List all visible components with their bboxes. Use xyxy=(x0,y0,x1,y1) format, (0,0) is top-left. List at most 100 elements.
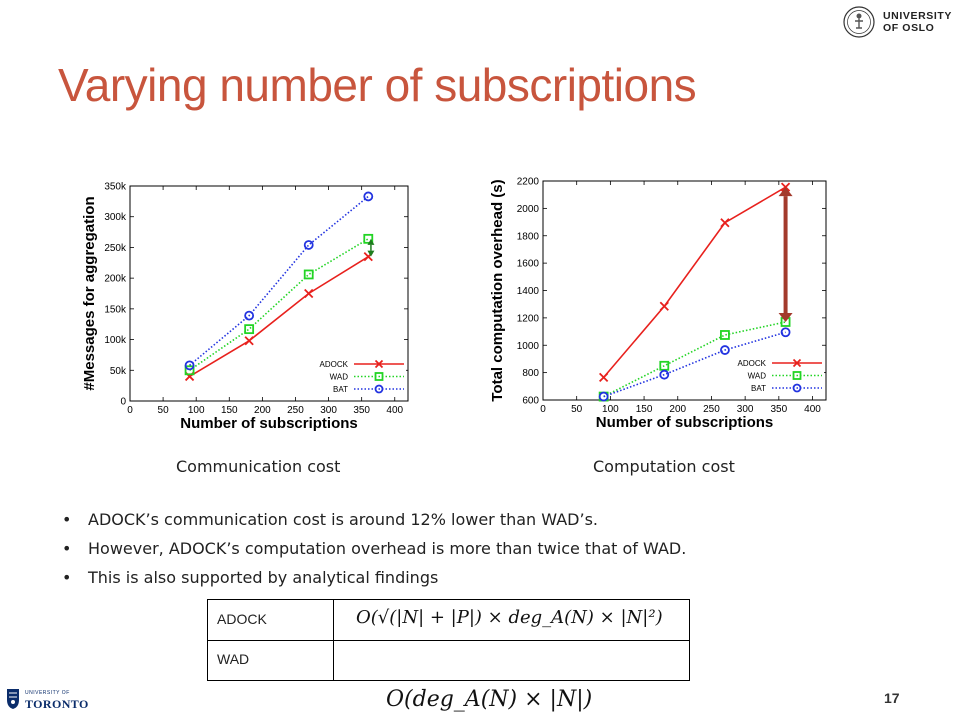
legend-label: BAT xyxy=(333,385,348,394)
x-tick-label: 400 xyxy=(804,404,821,415)
y-tick-label: 1000 xyxy=(517,341,540,352)
legend-label: ADOCK xyxy=(738,359,767,368)
series-wad-point xyxy=(244,324,255,335)
x-tick-label: 250 xyxy=(287,405,304,416)
series-wad-point xyxy=(303,269,314,280)
legend-marker-adock-stroke xyxy=(374,359,384,369)
complexity-row-wad: WAD O(deg_A(N) × |N|) xyxy=(208,640,689,712)
difference-arrow-head xyxy=(778,312,793,322)
y-tick-label: 0 xyxy=(120,397,126,408)
series-bat-point xyxy=(363,191,374,202)
difference-arrow-head xyxy=(367,238,375,245)
series-wad-line xyxy=(603,321,786,398)
x-axis-label: Number of subscriptions xyxy=(596,414,774,431)
x-tick-label: 200 xyxy=(254,405,271,416)
legend-marker-bat xyxy=(374,384,384,394)
wad-complexity-formula: O(deg_A(N) × |N|) xyxy=(386,687,593,712)
toronto-logo-small-text: UNIVERSITY OF xyxy=(25,690,70,696)
y-tick-label: 2200 xyxy=(517,177,540,188)
toronto-crest-icon xyxy=(7,689,19,709)
findings-list: ADOCK’s communication cost is around 12%… xyxy=(62,505,686,592)
x-tick-label: 50 xyxy=(571,404,583,415)
bullet-item: ADOCK’s communication cost is around 12%… xyxy=(62,505,686,534)
legend-label: WAD xyxy=(748,372,767,381)
legend-label: ADOCK xyxy=(320,360,349,369)
y-tick-label: 1200 xyxy=(517,313,540,324)
series-bat-point xyxy=(184,360,195,371)
slide-title: Varying number of subscriptions xyxy=(58,59,697,111)
bullet-item: However, ADOCK’s computation overhead is… xyxy=(62,534,686,563)
oslo-logo-line2: OF OSLO xyxy=(883,22,935,34)
page-number: 17 xyxy=(884,690,900,706)
series-adock-point-stroke xyxy=(780,182,791,192)
oslo-logo-line1: UNIVERSITY xyxy=(883,10,953,22)
oslo-logo-text: UNIVERSITY OF OSLO xyxy=(883,10,952,34)
series-adock-point xyxy=(304,288,314,299)
series-wad-point xyxy=(720,330,730,340)
toronto-logo-big-text: TORONTO xyxy=(25,697,89,711)
y-axis-label: #Messages for aggregation xyxy=(81,196,98,390)
series-adock-point xyxy=(244,336,254,346)
series-adock-point-stroke xyxy=(304,288,314,299)
communication-cost-caption: Communication cost xyxy=(176,457,341,476)
series-bat-point xyxy=(598,391,609,402)
series-adock-point xyxy=(720,218,730,228)
series-wad-line xyxy=(189,238,369,371)
university-of-oslo-logo: UNIVERSITY OF OSLO xyxy=(843,6,953,42)
computation-cost-caption: Computation cost xyxy=(593,457,735,476)
x-tick-label: 0 xyxy=(540,404,546,415)
series-adock-point-stroke xyxy=(244,336,254,346)
university-of-toronto-logo: UNIVERSITY OF TORONTO xyxy=(6,686,89,716)
x-tick-label: 150 xyxy=(221,405,238,416)
series-bat-point xyxy=(303,240,314,250)
legend-label: BAT xyxy=(751,384,766,393)
series-wad-point xyxy=(184,365,195,376)
complexity-table: ADOCK O(√(|N| + |P|) × deg_A(N) × |N|²) … xyxy=(207,599,690,712)
y-tick-label: 150k xyxy=(104,304,127,315)
oslo-seal-icon xyxy=(843,6,875,38)
difference-arrow-head xyxy=(367,250,375,257)
series-adock-point-stroke xyxy=(720,218,730,228)
series-adock-point-stroke xyxy=(659,301,669,311)
y-tick-label: 100k xyxy=(104,335,127,346)
x-tick-label: 100 xyxy=(188,405,205,416)
y-tick-label: 1800 xyxy=(517,231,540,242)
y-tick-label: 2000 xyxy=(517,204,540,215)
x-tick-label: 300 xyxy=(320,405,337,416)
x-tick-label: 350 xyxy=(353,405,370,416)
table-column-divider xyxy=(333,600,334,680)
x-tick-label: 200 xyxy=(669,404,686,415)
y-tick-label: 1600 xyxy=(517,259,540,270)
y-tick-label: 200k xyxy=(104,274,127,285)
complexity-label: ADOCK xyxy=(217,611,267,627)
y-tick-label: 600 xyxy=(522,396,539,407)
x-tick-label: 0 xyxy=(127,405,133,416)
complexity-row-adock: ADOCK O(√(|N| + |P|) × deg_A(N) × |N|²) xyxy=(208,600,689,641)
x-tick-label: 50 xyxy=(158,405,170,416)
y-tick-label: 50k xyxy=(110,366,127,377)
bullet-item: This is also supported by analytical fin… xyxy=(62,563,686,592)
y-tick-label: 1400 xyxy=(517,286,540,297)
legend-marker-wad xyxy=(792,371,802,380)
series-adock-line xyxy=(189,255,369,378)
x-tick-label: 100 xyxy=(602,404,619,415)
adock-complexity-formula: O(√(|N| + |P|) × deg_A(N) × |N|²) xyxy=(356,607,663,628)
x-tick-label: 300 xyxy=(737,404,754,415)
y-tick-label: 350k xyxy=(104,182,127,193)
communication-cost-chart: 0 50 100 150 200 250 300 350 400 0 50k 100k 150k 200k… xyxy=(81,182,409,432)
series-adock-point xyxy=(780,182,791,192)
x-axis-label: Number of subscriptions xyxy=(180,415,358,432)
series-adock-line xyxy=(603,186,786,378)
series-bat-line xyxy=(603,331,786,398)
computation-cost-chart: 0 50 100 150 200 250 300 350 400 600 800 1000 1200 14… xyxy=(489,177,827,431)
series-adock-point-stroke xyxy=(599,372,609,383)
complexity-label: WAD xyxy=(217,651,250,667)
series-bat-point xyxy=(244,310,255,321)
x-tick-label: 400 xyxy=(386,405,403,416)
series-wad-point xyxy=(363,233,374,244)
x-tick-label: 350 xyxy=(770,404,787,415)
y-tick-label: 800 xyxy=(522,368,539,379)
legend-marker-bat xyxy=(792,383,802,393)
series-adock-point xyxy=(659,301,669,311)
legend-marker-adock xyxy=(792,358,802,368)
